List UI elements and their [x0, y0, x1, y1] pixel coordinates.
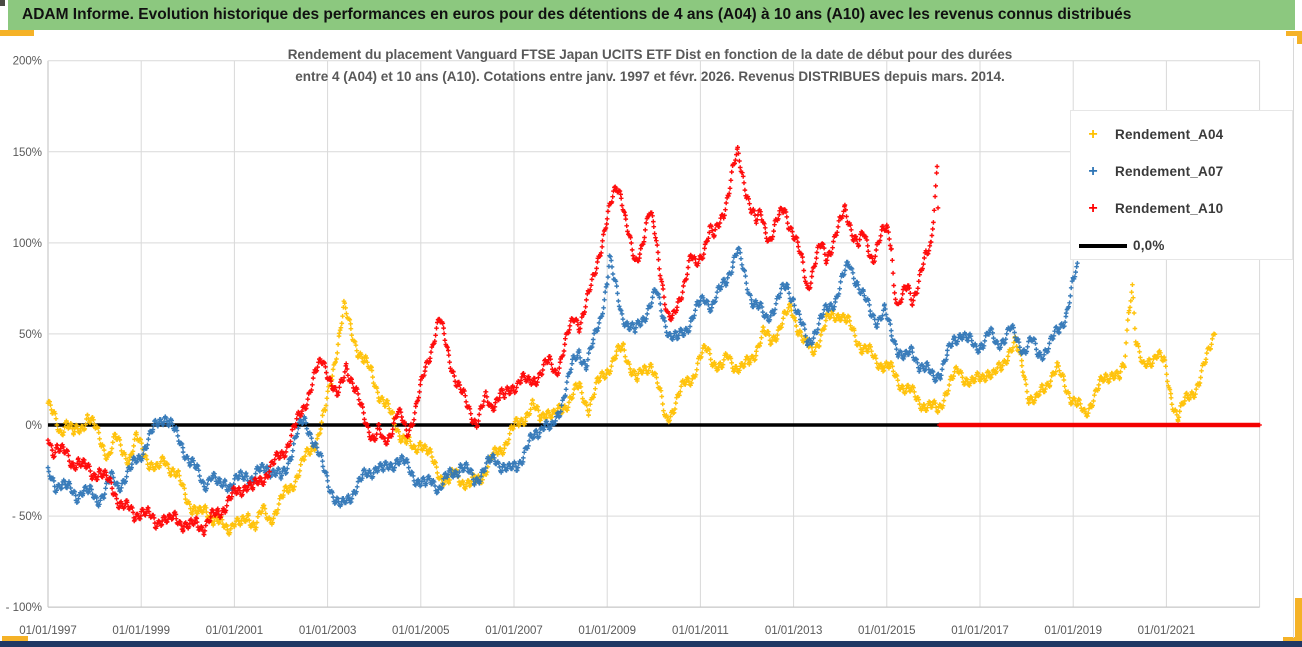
orange-accent-bottom-left: [2, 636, 28, 643]
chart-subtitle-line1: Rendement du placement Vanguard FTSE Jap…: [287, 47, 1013, 62]
x-axis-tick-label: 01/01/2011: [672, 625, 729, 637]
title-bar-text: ADAM Informe. Evolution historique des p…: [22, 6, 1132, 23]
scatter-series-Rendement_A07: [45, 245, 1080, 509]
x-axis-tick-label: 01/01/1999: [112, 625, 170, 637]
plus-marker-icon: +: [1088, 199, 1098, 217]
orange-accent-bottom-right: [1283, 637, 1302, 643]
scatter-series-Rendement_A04: [45, 282, 1218, 537]
y-axis-tick-label: 150%: [13, 147, 42, 159]
baseline-line-icon: [1079, 243, 1127, 248]
plus-marker-icon: +: [1088, 125, 1098, 143]
y-axis-tick-label: - 50%: [12, 511, 42, 523]
page-corner-mark: [0, 0, 5, 6]
chart-frame-right-border: [1293, 38, 1294, 638]
orange-accent-right-edge: [1295, 598, 1302, 643]
scatter-series-Rendement_A10: [45, 145, 1262, 537]
x-axis-tick-label: 01/01/2001: [206, 625, 264, 637]
orange-accent-top-right: [1286, 31, 1302, 36]
y-axis-tick-label: 100%: [13, 238, 42, 250]
x-axis-tick-label: 01/01/2007: [485, 625, 543, 637]
legend-item-a10: + Rendement_A10: [1071, 190, 1292, 227]
plus-marker-icon: +: [1088, 162, 1098, 180]
legend-label-a07: Rendement_A07: [1115, 164, 1224, 179]
bottom-navy-strip: [0, 641, 1302, 647]
legend-label-a10: Rendement_A10: [1115, 201, 1224, 216]
x-axis-tick-label: 01/01/2005: [392, 625, 450, 637]
y-axis-tick-label: - 100%: [6, 602, 42, 614]
orange-accent-top-left: [0, 30, 34, 36]
y-axis-tick-label: 200%: [13, 56, 42, 68]
x-axis-tick-label: 01/01/2021: [1138, 625, 1196, 637]
legend-label-a04: Rendement_A04: [1115, 127, 1224, 142]
x-axis-tick-label: 01/01/2003: [299, 625, 357, 637]
x-axis-tick-label: 01/01/2019: [1044, 625, 1102, 637]
y-axis-tick-label: 50%: [19, 329, 42, 341]
x-axis-tick-label: 01/01/1997: [19, 625, 77, 637]
x-axis-tick-label: 01/01/2015: [858, 625, 916, 637]
legend-item-a07: + Rendement_A07: [1071, 153, 1292, 190]
legend-item-baseline: 0,0%: [1071, 227, 1292, 264]
chart-subtitle: Rendement du placement Vanguard FTSE Jap…: [250, 44, 1050, 88]
x-axis-tick-label: 01/01/2013: [765, 625, 823, 637]
orange-accent-top-right-v: [1297, 31, 1302, 44]
title-bar: ADAM Informe. Evolution historique des p…: [8, 0, 1295, 30]
chart-subtitle-line2: entre 4 (A04) et 10 ans (A10). Cotations…: [295, 69, 1005, 84]
x-axis-tick-label: 01/01/2017: [951, 625, 1009, 637]
legend-label-baseline: 0,0%: [1133, 238, 1165, 253]
y-axis-tick-label: 0%: [25, 420, 42, 432]
legend-item-a04: + Rendement_A04: [1071, 116, 1292, 153]
x-axis-tick-label: 01/01/2009: [578, 625, 636, 637]
chart-legend: + Rendement_A04 + Rendement_A07 + Rendem…: [1070, 110, 1293, 260]
